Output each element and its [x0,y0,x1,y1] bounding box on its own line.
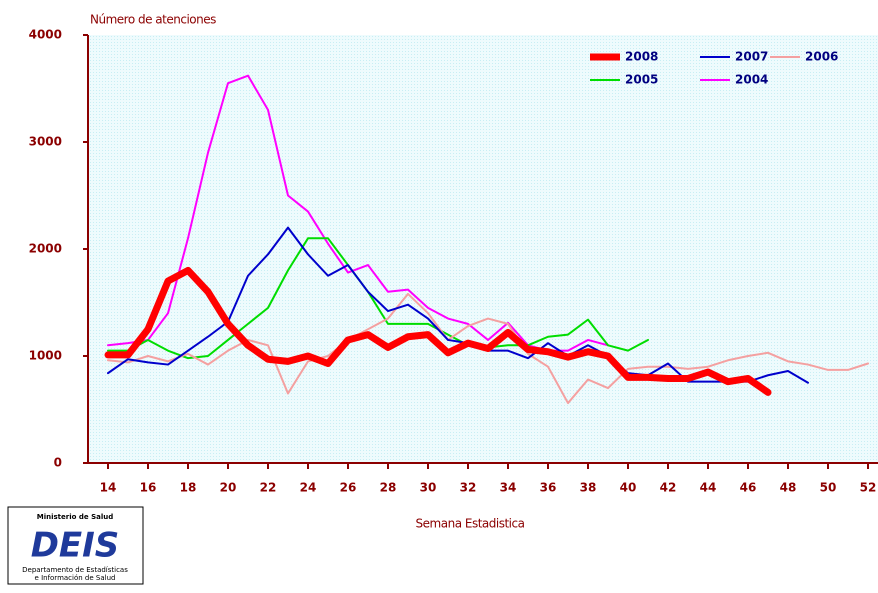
x-tick-label: 30 [420,481,437,495]
series-line [107,237,649,360]
y-axis-label: Número de atenciones [90,13,216,27]
x-tick-label: 52 [860,481,877,495]
y-tick-label: 0 [54,456,62,470]
logo-line2: e Información de Salud [35,574,116,582]
y-tick-label: 1000 [29,349,62,363]
x-axis-label: Semana Estadistica [416,517,525,531]
x-tick-label: 32 [460,481,477,495]
x-tick-label: 42 [660,481,677,495]
x-tick-label: 26 [340,481,357,495]
x-tick-label: 22 [260,481,277,495]
plot-area [88,35,878,463]
logo-frame [7,506,144,585]
x-tick-label: 24 [300,481,317,495]
x-tick-label: 38 [580,481,597,495]
x-tick-label: 50 [820,481,837,495]
x-tick-label: 20 [220,481,237,495]
x-tick-label: 48 [780,481,797,495]
x-tick-label: 40 [620,481,637,495]
legend-label: 2006 [805,50,838,64]
x-tick-label: 14 [100,481,117,495]
legend-label: 2004 [735,73,768,87]
x-tick-label: 16 [140,481,157,495]
series-line [104,266,772,396]
logo-ministry: Ministerio de Salud [37,513,113,521]
logo-line1: Departamento de Estadísticas [22,566,128,574]
y-tick-label: 4000 [29,28,62,42]
x-tick-label: 28 [380,481,397,495]
logo-acronym: DEIS [31,526,120,566]
x-tick-label: 34 [500,481,517,495]
x-tick-label: 44 [700,481,717,495]
logo: Ministerio de Salud DEIS Departamento de… [7,506,144,585]
legend-label: 2005 [625,73,658,87]
y-tick-label: 3000 [29,135,62,149]
series-line [107,292,869,405]
y-tick-label: 2000 [29,242,62,256]
x-tick-label: 46 [740,481,757,495]
x-tick-label: 18 [180,481,197,495]
x-tick-label: 36 [540,481,557,495]
legend-label: 2008 [625,50,658,64]
series-line [107,74,609,352]
legend-label: 2007 [735,50,768,64]
